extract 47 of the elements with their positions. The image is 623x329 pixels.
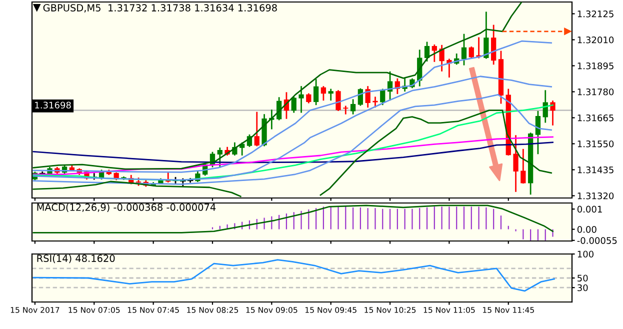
- candlestick: [313, 79, 319, 106]
- candlestick: [439, 44, 444, 72]
- y-tick-label: 0.00: [577, 226, 596, 233]
- line-series: [32, 94, 552, 185]
- candlestick: [298, 86, 304, 113]
- candlestick: [328, 88, 334, 101]
- candlestick: [491, 24, 496, 65]
- candlestick: [432, 44, 437, 62]
- candlestick: [217, 148, 222, 168]
- y-tick-label: 1.31665: [578, 114, 614, 122]
- candlestick: [484, 12, 489, 59]
- line-series: [32, 142, 554, 164]
- y-tick-label: 1.32125: [578, 10, 614, 18]
- y-tick-label: 1.31895: [578, 62, 614, 70]
- y-tick-label: 50: [578, 274, 588, 282]
- candlestick: [350, 99, 356, 114]
- chart-title: RSI(14) 48.1620: [37, 254, 115, 264]
- candlestick: [520, 148, 526, 184]
- candlestick: [254, 112, 260, 146]
- y-tick-label: 1.31320: [578, 192, 614, 200]
- candlestick: [535, 110, 541, 154]
- line-series: [32, 40, 552, 173]
- candlestick: [372, 96, 378, 108]
- y-tick-label: 1.31435: [578, 166, 614, 174]
- y-tick-label: -0.00055: [577, 237, 617, 244]
- y-tick-label: 1.32010: [578, 36, 614, 44]
- candlestick: [513, 135, 518, 192]
- candlestick: [343, 106, 348, 114]
- candlestick: [424, 42, 430, 62]
- chart-title: MACD(12,26,9) -0.000368 -0.000074: [37, 203, 216, 212]
- y-tick-label: 0.001: [577, 206, 602, 213]
- y-tick-label: 1.31550: [578, 140, 614, 148]
- candlestick: [550, 100, 556, 126]
- candlestick: [461, 34, 467, 66]
- candlestick: [320, 86, 326, 101]
- chart-title: GBPUSD,M5 1.31732 1.31738 1.31634 1.31698: [43, 4, 277, 12]
- candlestick: [291, 96, 296, 113]
- y-tick-label: 100: [578, 250, 594, 258]
- ref-line-label: 1.31698: [35, 102, 71, 109]
- candlestick: [358, 88, 364, 106]
- y-tick-label: 30: [578, 284, 588, 292]
- line-series: [32, 204, 554, 234]
- candlestick: [468, 46, 474, 58]
- line-series: [32, 136, 554, 175]
- y-tick-label: 1.31780: [578, 88, 614, 96]
- candlestick: [336, 90, 341, 111]
- line-series: [32, 2, 522, 170]
